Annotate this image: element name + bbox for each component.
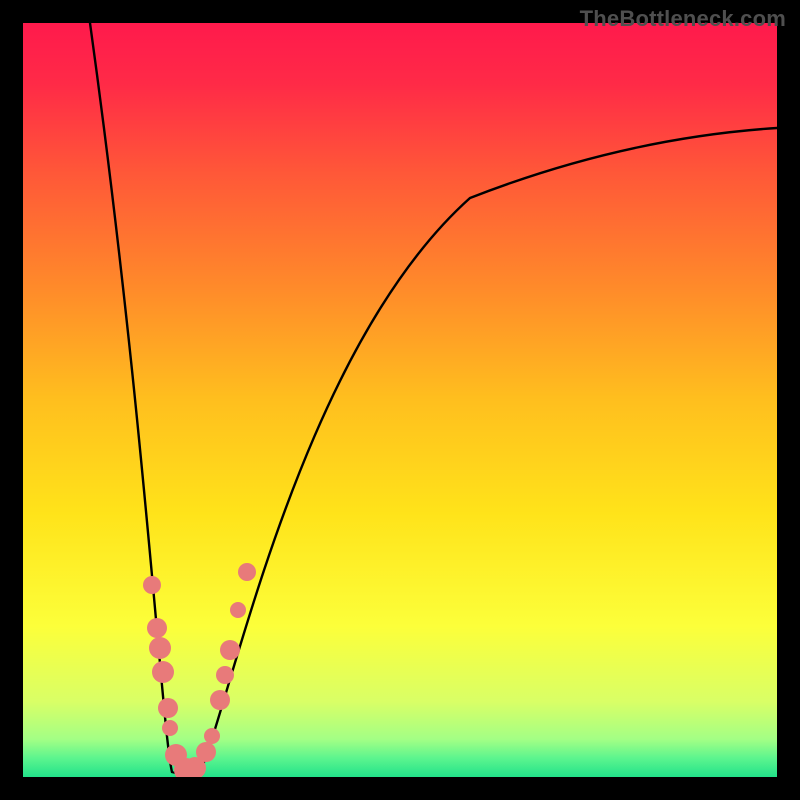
bottleneck-chart <box>0 0 800 800</box>
watermark-text: TheBottleneck.com <box>580 6 786 32</box>
curve-marker <box>196 742 216 762</box>
curve-marker <box>216 666 234 684</box>
curve-marker <box>204 728 220 744</box>
curve-marker <box>147 618 167 638</box>
curve-marker <box>230 602 246 618</box>
curve-marker <box>152 661 174 683</box>
chart-frame: TheBottleneck.com <box>0 0 800 800</box>
curve-marker <box>162 720 178 736</box>
curve-marker <box>158 698 178 718</box>
curve-marker <box>143 576 161 594</box>
curve-marker <box>149 637 171 659</box>
curve-marker <box>220 640 240 660</box>
curve-marker <box>210 690 230 710</box>
curve-marker <box>238 563 256 581</box>
